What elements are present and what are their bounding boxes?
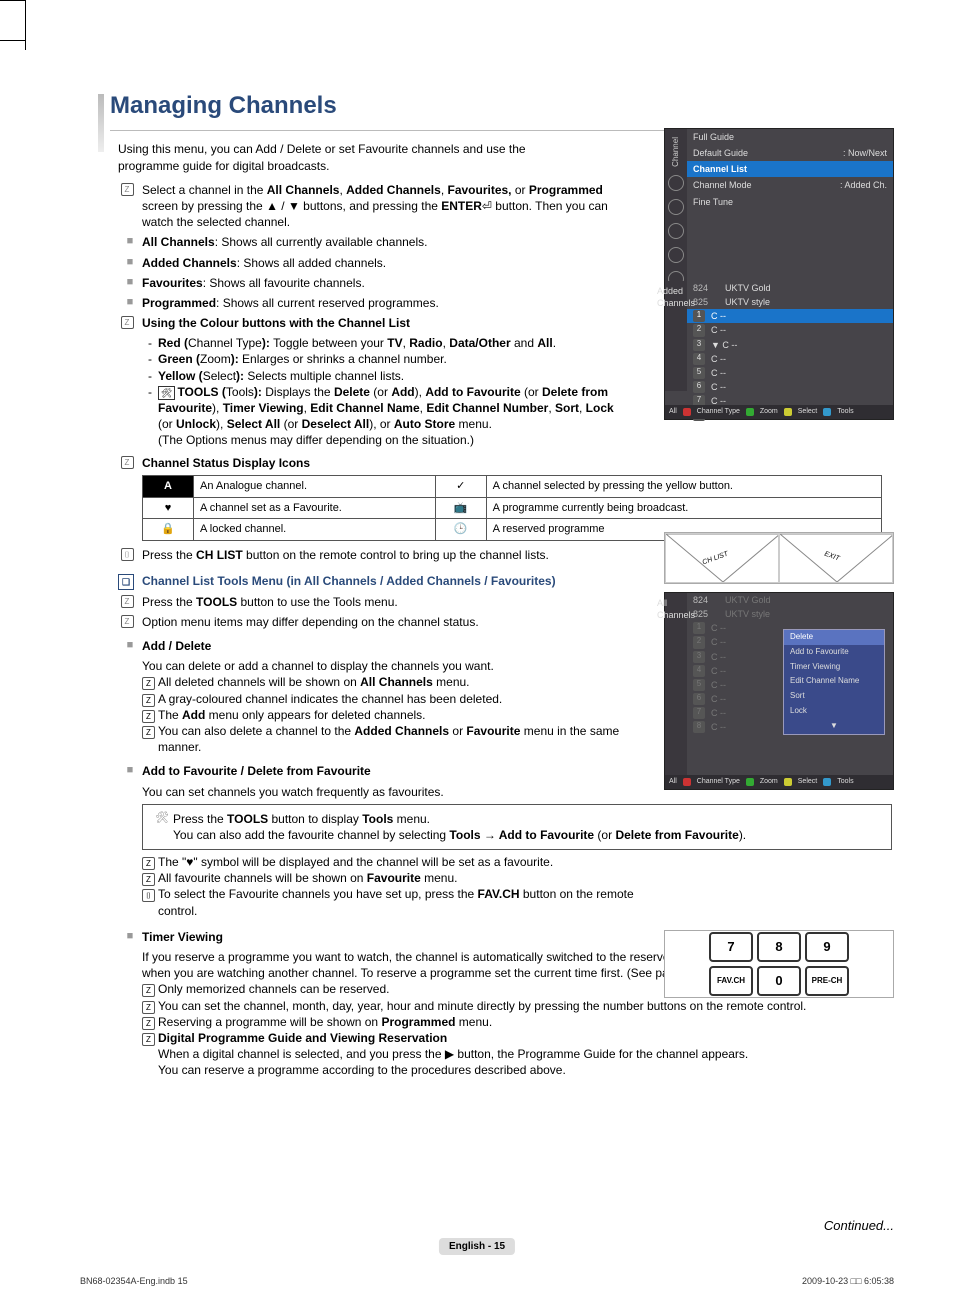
note-icon: Z [142,1030,158,1046]
check-icon: ✓ [435,475,486,497]
bullet-icon: ■ [118,638,142,654]
intro-text: Using this menu, you can Add / Delete or… [118,141,588,173]
tools-popup[interactable]: DeleteAdd to FavouriteTimer ViewingEdit … [783,629,885,735]
bullet-icon: ■ [118,275,142,291]
colour-head: Using the Colour buttons with the Channe… [142,315,618,331]
colour-green: Green (Zoom): Enlarges or shrinks a chan… [158,351,622,367]
osd-side-label: Added Channels [657,285,695,309]
status-head: Channel Status Display Icons [142,455,878,471]
bullet-icon: ■ [118,255,142,271]
tv-icon: 📺 [435,497,486,519]
page-title: Managing Channels [110,90,894,122]
guide-icon [668,175,684,191]
def-fav: Favourites: Shows all favourite channels… [142,275,618,291]
tools-tip-box: 🛠 Press the TOOLS button to display Tool… [142,804,892,850]
note-icon: Z [142,854,158,870]
note-icon: Z [142,1014,158,1030]
def-prog: Programmed: Shows all current reserved p… [142,295,618,311]
add-del-l1: You can delete or add a channel to displ… [142,658,622,674]
table-cell: A channel selected by pressing the yello… [486,475,881,497]
channel-row[interactable]: 3▼ C -- [687,338,893,352]
remote-strip-numbers: 789 FAV.CH0PRE-CH [664,930,894,998]
bullet-icon: ■ [118,234,142,250]
note-icon: Z [118,182,142,231]
lock-icon: 🔒 [143,519,194,541]
note-icon: Z [142,998,158,1014]
colour-red: Red (Channel Type): Toggle between your … [158,335,622,351]
channel-row[interactable]: 5C -- [687,366,893,380]
footer-right: 2009-10-23 □□ 6:05:38 [802,1275,894,1287]
table-cell: An Analogue channel. [194,475,436,497]
section-box-icon: ❏ [118,574,134,590]
tools-note: Option menu items may differ depending o… [142,614,618,630]
remote-button[interactable]: 8 [757,932,801,962]
tools-line: Press the TOOLS button to use the Tools … [142,594,618,610]
note-icon: Z [142,707,158,723]
note-icon: Z [118,455,142,471]
note-icon: Z [118,315,142,331]
remote-button[interactable]: PRE-CH [805,966,849,996]
popup-item[interactable]: Add to Favourite [784,645,884,660]
continued-label: Continued... [824,1217,894,1235]
popup-item[interactable]: ▼ [784,719,884,734]
popup-item[interactable]: Timer Viewing [784,660,884,675]
heart-icon: ♥ [143,497,194,519]
add-del-head: Add / Delete [142,638,618,654]
osd-bottom-bar: AllChannel TypeZoomSelectTools [665,405,893,419]
popup-item[interactable]: Edit Channel Name [784,674,884,689]
remote-icon: ⌷ [118,547,142,563]
remote-strip-chlist: CH LIST EXIT [664,532,894,584]
bullet-icon: ■ [118,295,142,311]
popup-item[interactable]: Sort [784,689,884,704]
channel-row[interactable]: 2C -- [687,323,893,337]
tools-icon: 🛠 [158,386,175,400]
osd-side-label: All Channels [657,597,695,621]
def-all: All Channels: Shows all currently availa… [142,234,618,250]
remote-icon: ⌷ [142,886,158,918]
clock-icon: 🕒 [435,519,486,541]
channel-row[interactable]: 6C -- [687,380,893,394]
channel-row[interactable]: 4C -- [687,352,893,366]
note-icon: Z [142,691,158,707]
colour-yellow: Yellow (Select): Selects multiple channe… [158,368,622,384]
channel-row[interactable]: 1C -- [687,309,893,323]
tools-icon: 🛠 [151,811,173,843]
antenna-icon [668,247,684,263]
note-icon: Z [118,614,142,630]
analogue-icon: A [143,475,194,497]
def-added: Added Channels: Shows all added channels… [142,255,618,271]
note-icon: Z [118,594,142,610]
note-icon: Z [142,723,158,755]
osd-bottom-bar: AllChannel TypeZoomSelectTools [665,775,893,789]
osd-tools-popup: All Channels 824UKTV Gold825UKTV style1C… [664,592,894,790]
remote-button[interactable]: 7 [709,932,753,962]
colour-tools: 🛠TOOLS (Tools): Displays the Delete (or … [158,384,622,449]
section-accent-bar [98,94,104,152]
osd-channel-menu: Channel Full Guide Default Guide: Now/Ne… [664,128,894,420]
popup-item[interactable]: Lock [784,704,884,719]
remote-button[interactable]: 0 [757,966,801,996]
footer-left: BN68-02354A-Eng.indb 15 [80,1275,188,1287]
gear-icon [668,223,684,239]
select-channel-text: Select a channel in the All Channels, Ad… [142,182,618,231]
osd-side-label: Channel [671,137,682,167]
globe-icon [668,199,684,215]
note-icon: Z [142,674,158,690]
note-icon: Z [142,981,158,997]
note-icon: Z [142,870,158,886]
bullet-icon: ■ [118,763,142,779]
page-number: English - 15 [439,1238,515,1256]
remote-button[interactable]: FAV.CH [709,966,753,996]
table-cell: A locked channel. [194,519,436,541]
table-cell: A programme currently being broadcast. [486,497,881,519]
osd-channel-list-row[interactable]: Channel List [687,161,893,177]
popup-item[interactable]: Delete [784,630,884,645]
bullet-icon: ■ [118,929,142,945]
table-cell: A channel set as a Favourite. [194,497,436,519]
remote-button[interactable]: 9 [805,932,849,962]
